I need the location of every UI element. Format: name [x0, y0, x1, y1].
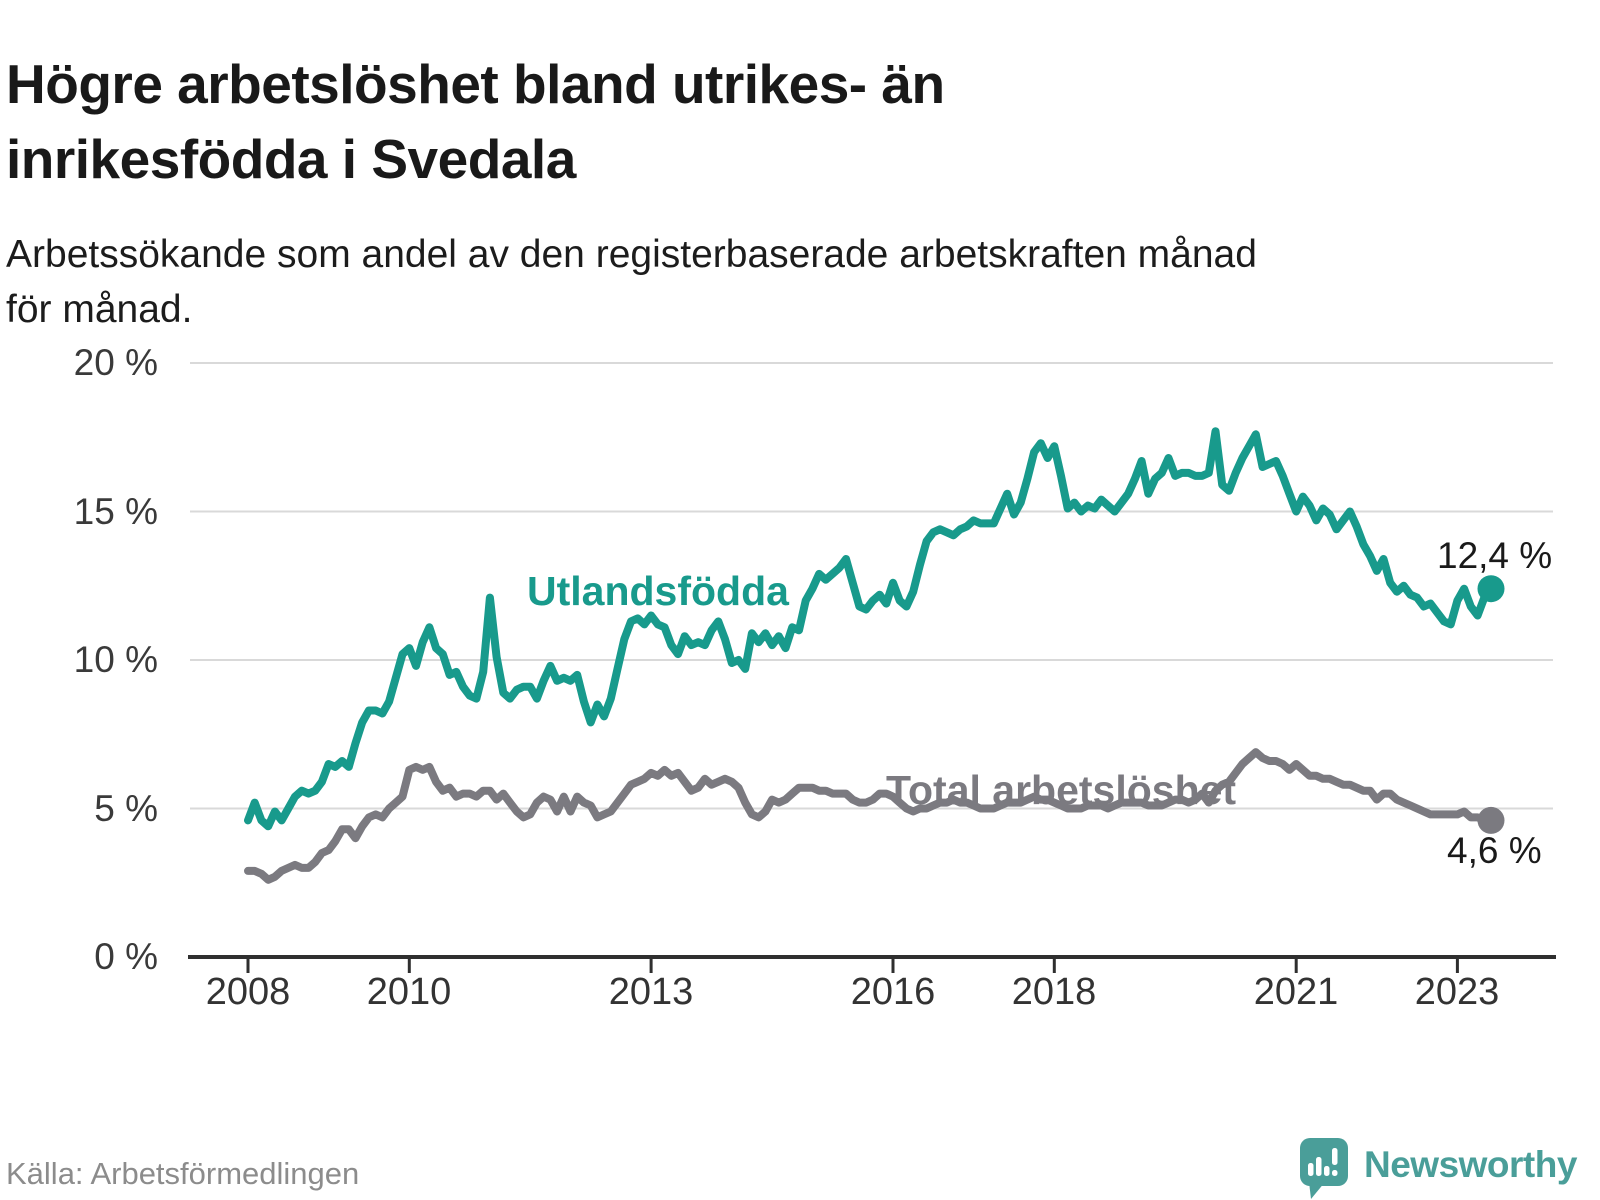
- end-value-label-total: 4,6 %: [1447, 830, 1542, 871]
- newsworthy-brand: Newsworthy: [1300, 1138, 1577, 1200]
- series-line-utlandsfodda: [244, 427, 1495, 831]
- y-axis-tick-label: 20 %: [73, 342, 158, 383]
- x-axis-tick-label: 2016: [850, 971, 936, 1013]
- x-axis-tick-label: 2023: [1414, 971, 1500, 1013]
- y-axis-tick-label: 10 %: [73, 639, 158, 680]
- chart-subtitle: Arbetssökande som andel av den registerb…: [6, 227, 1566, 337]
- x-axis-tick-label: 2008: [205, 971, 291, 1013]
- end-value-label-utlandsfodda: 12,4 %: [1437, 535, 1553, 576]
- series-line-total: [244, 748, 1495, 884]
- subtitle-line-1: Arbetssökande som andel av den registerb…: [6, 233, 1257, 276]
- subtitle-line-2: för månad.: [6, 288, 193, 331]
- y-axis-tick-label: 15 %: [73, 491, 158, 532]
- x-axis-tick-label: 2013: [608, 971, 694, 1013]
- source-note: Källa: Arbetsförmedlingen: [6, 1156, 360, 1191]
- y-axis-tick-label: 5 %: [94, 788, 158, 829]
- x-axis-tick-label: 2018: [1011, 971, 1097, 1013]
- newsworthy-logo-icon: [1300, 1138, 1348, 1199]
- x-axis-tick-label: 2010: [366, 971, 452, 1013]
- end-dot-total: [1477, 806, 1505, 834]
- newsworthy-logo-text: Newsworthy: [1364, 1144, 1577, 1185]
- page-title: Högre arbetslöshet bland utrikes- än inr…: [6, 47, 1386, 197]
- series-label-utlandsfodda: Utlandsfödda: [527, 568, 789, 614]
- end-dot-utlandsfodda: [1477, 575, 1505, 603]
- x-axis-tick-label: 2021: [1253, 971, 1339, 1013]
- y-axis-tick-label: 0 %: [94, 936, 158, 977]
- title-line-2: inrikesfödda i Svedala: [6, 127, 576, 190]
- title-line-1: Högre arbetslöshet bland utrikes- än: [6, 52, 945, 115]
- series-label-total-arbetsloshet: Total arbetslöshet: [886, 767, 1237, 813]
